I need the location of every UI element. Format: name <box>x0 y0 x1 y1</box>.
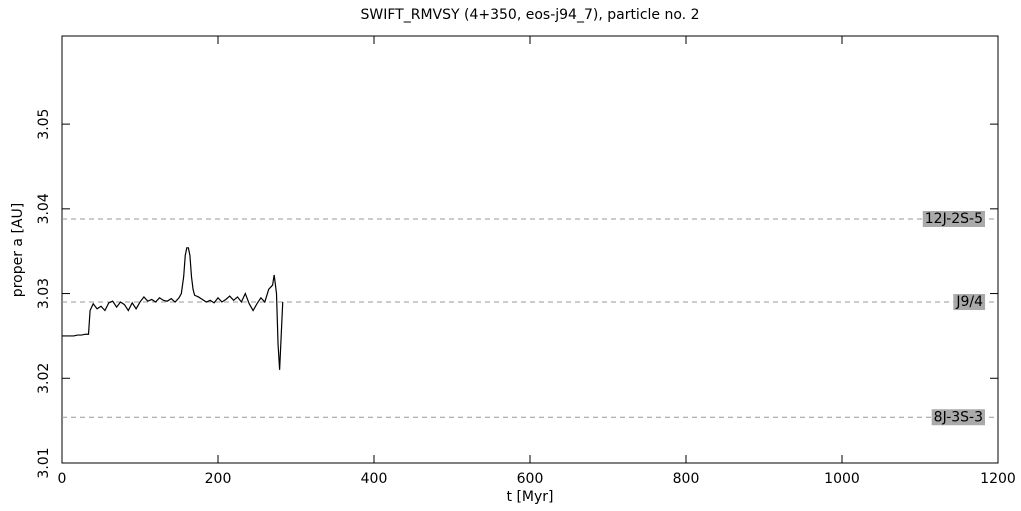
x-tick-label: 0 <box>58 471 67 487</box>
y-axis-label: proper a [AU] <box>10 203 26 297</box>
plot-frame <box>61 35 999 464</box>
resonance-label: 8J-3S-3 <box>934 409 983 425</box>
resonance-label-box <box>922 211 985 227</box>
x-tick-label: 200 <box>205 471 232 487</box>
resonance-label-box <box>953 294 986 311</box>
resonance-label: J9/4 <box>955 294 983 310</box>
y-tick-label: 3.01 <box>36 447 52 478</box>
x-tick-label: 800 <box>673 471 700 487</box>
y-tick-label: 3.02 <box>36 363 52 394</box>
y-tick-label: 3.04 <box>36 193 52 224</box>
x-tick-label: 1200 <box>980 471 1016 487</box>
resonance-label: 12J-2S-5 <box>925 211 983 227</box>
data-line <box>62 247 284 370</box>
x-tick-label: 400 <box>361 471 388 487</box>
resonance-label-box <box>931 409 985 426</box>
y-tick-label: 3.03 <box>36 278 52 309</box>
x-tick-label: 600 <box>517 471 544 487</box>
x-axis-label: t [Myr] <box>507 489 554 505</box>
chart-title: SWIFT_RMVSY (4+350, eos-j94_7), particle… <box>361 7 700 23</box>
x-tick-label: 1000 <box>824 471 860 487</box>
y-tick-label: 3.05 <box>36 109 52 140</box>
